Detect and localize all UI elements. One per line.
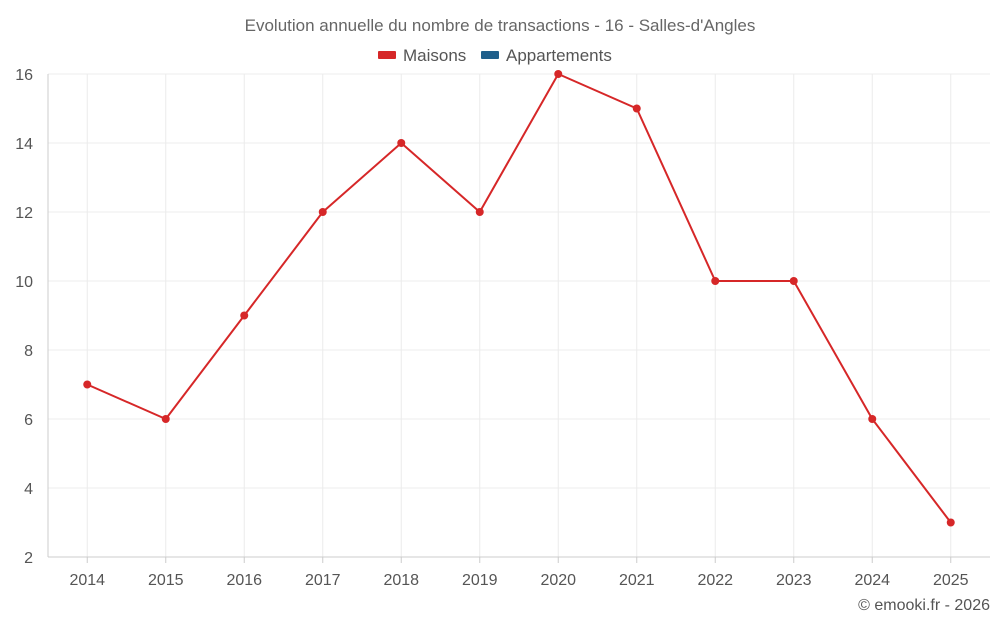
y-tick-label: 12	[15, 205, 33, 222]
data-point[interactable]	[161, 415, 170, 423]
series-maisons	[83, 70, 955, 527]
x-tick-label: 2015	[148, 572, 184, 589]
credit-text: © emooki.fr - 2026	[858, 597, 990, 614]
x-axis-ticks: 2014 2015 2016 2017 2018 2019 2020 2021 2022 2023…	[69, 572, 968, 589]
data-point[interactable]	[240, 311, 249, 320]
grid	[48, 73, 990, 557]
x-tick-label: 2019	[462, 572, 498, 589]
data-point[interactable]	[711, 277, 720, 285]
y-tick-label: 6	[24, 412, 33, 429]
y-tick-label: 14	[15, 136, 33, 153]
x-tick-label: 2016	[226, 572, 262, 589]
data-point[interactable]	[868, 415, 877, 423]
x-tick-label: 2020	[540, 572, 576, 589]
data-point[interactable]	[632, 104, 641, 113]
x-tick-label: 2018	[383, 572, 419, 589]
y-axis-ticks: 2 4 6 8 10 12 14 16	[15, 67, 33, 567]
legend-label-appartements: Appartements	[506, 46, 612, 65]
y-tick-label: 8	[24, 343, 33, 360]
x-tick-label: 2024	[854, 572, 890, 589]
legend-swatch-maisons	[378, 51, 396, 59]
x-tick-label: 2017	[305, 572, 341, 589]
data-point[interactable]	[397, 139, 406, 147]
y-tick-label: 4	[24, 481, 33, 498]
x-tick-label: 2021	[619, 572, 655, 589]
legend-item-appartements[interactable]: Appartements	[481, 46, 612, 65]
data-point[interactable]	[475, 208, 484, 216]
legend-item-maisons[interactable]: Maisons	[378, 46, 466, 65]
x-tick-label: 2025	[933, 572, 969, 589]
chart-title: Evolution annuelle du nombre de transact…	[245, 16, 756, 35]
data-point[interactable]	[554, 70, 563, 78]
y-tick-label: 2	[24, 550, 33, 567]
data-point[interactable]	[946, 518, 955, 527]
data-point[interactable]	[83, 380, 92, 389]
x-tick-label: 2022	[697, 572, 733, 589]
x-tick-label: 2014	[69, 572, 105, 589]
x-tick-label: 2023	[776, 572, 812, 589]
data-point[interactable]	[318, 208, 327, 216]
legend-swatch-appartements	[481, 51, 499, 59]
legend: Maisons Appartements	[378, 46, 612, 65]
data-point[interactable]	[789, 277, 798, 285]
legend-label-maisons: Maisons	[403, 46, 466, 65]
series-line-maisons	[86, 73, 952, 524]
axes	[47, 74, 990, 563]
y-tick-label: 10	[15, 274, 33, 291]
y-tick-label: 16	[15, 67, 33, 84]
